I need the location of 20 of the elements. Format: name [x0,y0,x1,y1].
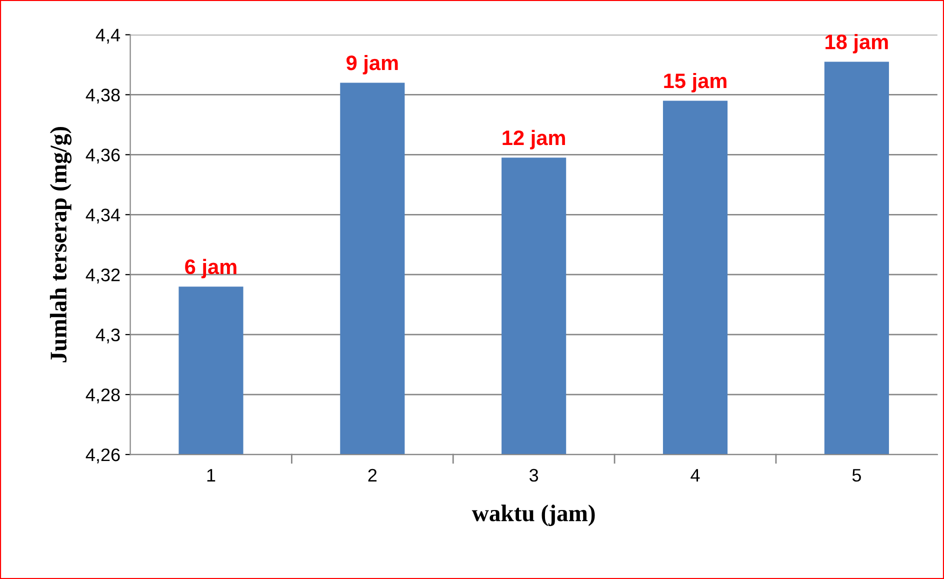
x-axis-title: waktu (jam) [472,504,595,526]
annotation: 9 jam [346,54,398,74]
y-tick-label: 4,38 [86,88,120,104]
y-tick-label: 4,32 [86,268,120,284]
y-tick-label: 4,34 [86,208,120,224]
x-tick-label: 5 [852,469,861,482]
y-tick-label: 4,3 [96,328,120,344]
x-tick-label: 2 [368,468,377,482]
x-tick-label: 1 [207,469,216,482]
annotation: 12 jam [502,130,565,150]
y-tick-label: 4,36 [86,148,120,164]
y-tick-label: 4,28 [86,388,120,404]
y-axis-title: Jumlah terserap (mg/g) [50,126,72,362]
y-tick-label: 4,26 [86,448,120,464]
x-tick-label: 4 [690,469,700,482]
y-tick-label: 4,4 [96,28,120,44]
annotation: 15 jam [664,72,726,92]
x-tick-label: 3 [530,468,538,482]
annotation: 6 jam [185,258,236,278]
annotation: 18 jam [826,34,888,54]
